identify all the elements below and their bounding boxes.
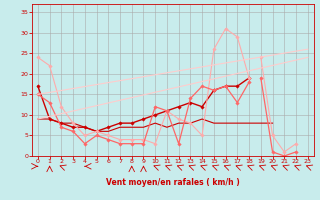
X-axis label: Vent moyen/en rafales ( km/h ): Vent moyen/en rafales ( km/h )	[106, 178, 240, 187]
